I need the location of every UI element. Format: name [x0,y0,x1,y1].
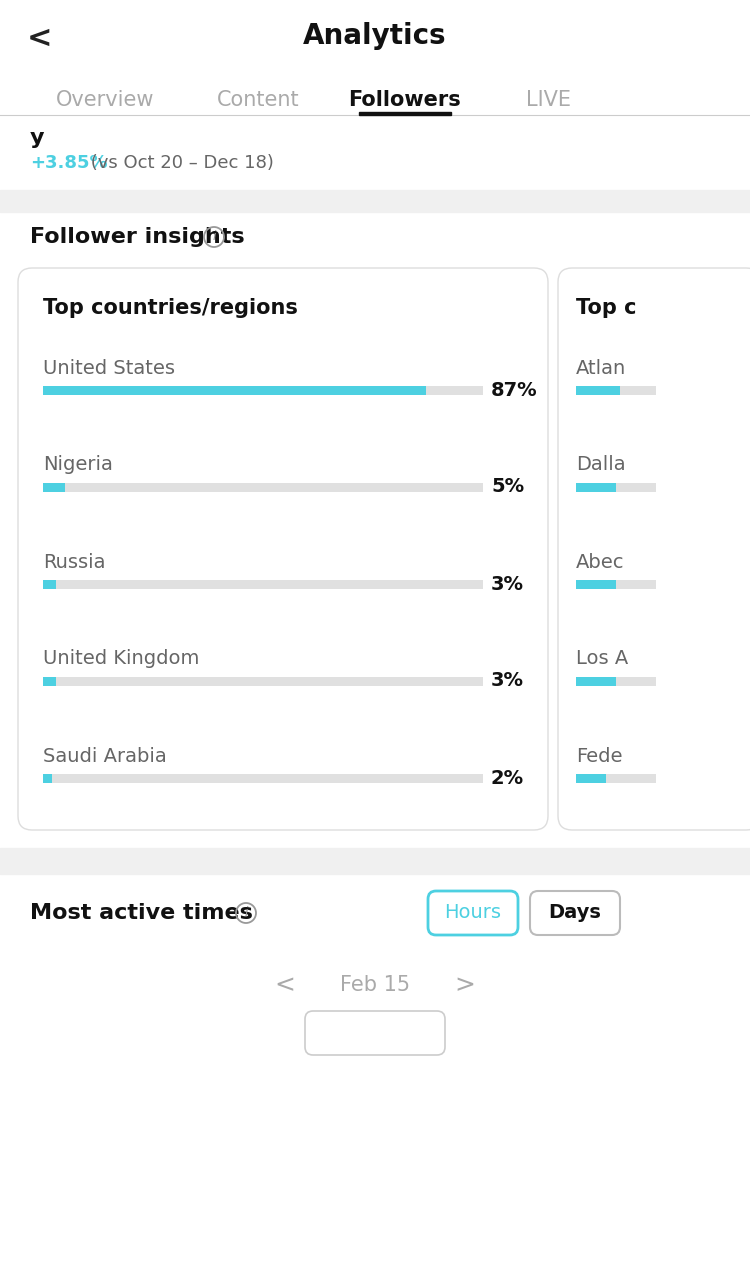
Text: +3.85%: +3.85% [30,154,108,172]
Text: Saudi Arabia: Saudi Arabia [43,746,166,766]
Text: <: < [274,973,296,997]
Text: Abec: Abec [576,552,625,571]
Text: Most active times: Most active times [30,903,253,923]
Text: 3%: 3% [491,672,524,691]
Text: Russia: Russia [43,552,106,571]
FancyBboxPatch shape [530,891,620,934]
Text: 3%: 3% [491,574,524,593]
Text: Nigeria: Nigeria [43,456,112,475]
Bar [43,483,483,492]
Bar [576,677,616,686]
Text: (vs Oct 20 – Dec 18): (vs Oct 20 – Dec 18) [85,154,274,172]
Text: Los A: Los A [576,650,628,668]
Bar [359,112,451,115]
Text: Overview: Overview [56,90,154,109]
Bar [576,483,616,492]
Text: Atlan: Atlan [576,359,626,377]
Bar [43,579,56,588]
Text: 2%: 2% [491,768,524,788]
Text: Top c: Top c [576,299,637,318]
Text: i: i [244,906,248,919]
Text: 5%: 5% [491,477,524,497]
Bar [576,677,656,686]
Text: i: i [212,230,216,243]
Text: >: > [454,973,476,997]
Bar [576,773,656,782]
Text: Analytics: Analytics [303,22,447,50]
Bar [576,579,616,588]
Bar [0,848,750,874]
Bar [43,773,52,782]
Text: LIVE: LIVE [526,90,571,109]
Text: Followers: Followers [349,90,461,109]
FancyBboxPatch shape [305,1012,445,1055]
FancyBboxPatch shape [428,891,518,934]
Bar [576,773,607,782]
Text: y: y [30,127,44,148]
Text: Days: Days [548,903,602,923]
Bar [43,483,65,492]
Text: <: < [27,23,52,53]
Bar [0,190,750,212]
Text: United Kingdom: United Kingdom [43,650,200,668]
FancyBboxPatch shape [18,268,548,830]
Text: Feb 15: Feb 15 [340,976,410,995]
Text: Hours: Hours [445,903,502,923]
Bar [43,579,483,588]
Text: Dalla: Dalla [576,456,626,475]
Bar [576,386,656,395]
Text: Content: Content [217,90,299,109]
Text: Follower insights: Follower insights [30,227,245,247]
Bar [576,483,656,492]
Bar [43,386,426,395]
Bar [576,579,656,588]
Text: United States: United States [43,359,175,377]
Bar [576,386,620,395]
Bar [43,773,483,782]
Bar [43,677,56,686]
Text: 87%: 87% [491,381,538,399]
Text: Top countries/regions: Top countries/regions [43,299,298,318]
FancyBboxPatch shape [558,268,750,830]
Bar [43,386,483,395]
Bar [43,677,483,686]
Text: Fede: Fede [576,746,622,766]
